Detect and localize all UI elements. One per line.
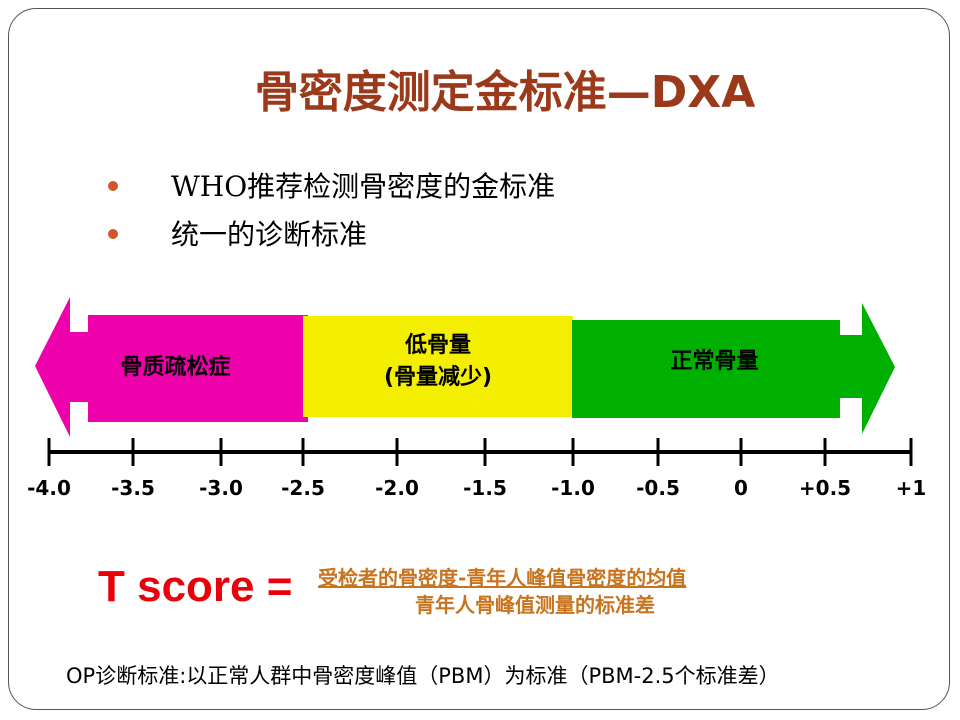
bullet-text: 统一的诊断标准 [171,218,368,251]
tick-label: +1 [895,476,927,500]
tick-label: -4.0 [27,476,71,500]
tick-label: +0.5 [798,476,852,500]
osteopenia-label-line2: (骨量减少) [383,365,493,390]
formula-numerator: 受检者的骨密度-青年人峰值骨密度的均值 [318,566,687,590]
osteoporosis-label: 骨质疏松症 [120,355,231,380]
tick-label: -2.0 [375,476,419,500]
normal-arrow [572,303,895,434]
osteoporosis-arrow [35,297,308,437]
tick-label: -3.5 [111,476,155,500]
osteopenia-band [303,316,573,417]
bullet-dot-icon [108,181,118,191]
bullet-dot-icon [108,229,118,239]
tick-label: 0 [734,476,748,500]
bullet-text: WHO推荐检测骨密度的金标准 [171,170,556,203]
tick-label: -0.5 [636,476,680,500]
formula-denominator: 青年人骨峰值测量的标准差 [415,593,655,617]
slide-frame [8,8,950,710]
tick-label: -3.0 [199,476,243,500]
diagnostic-criteria-note: OP诊断标准:以正常人群中骨密度峰值（PBM）为标准（PBM-2.5个标准差） [66,664,780,688]
slide-title: 骨密度测定金标准—DXA [254,67,756,118]
osteopenia-label-line1: 低骨量 [404,333,471,358]
tick-label: -1.0 [551,476,595,500]
t-score-label: T score = [98,562,293,611]
tick-label: -2.5 [281,476,325,500]
normal-label: 正常骨量 [670,349,759,374]
tick-label: -1.5 [463,476,507,500]
